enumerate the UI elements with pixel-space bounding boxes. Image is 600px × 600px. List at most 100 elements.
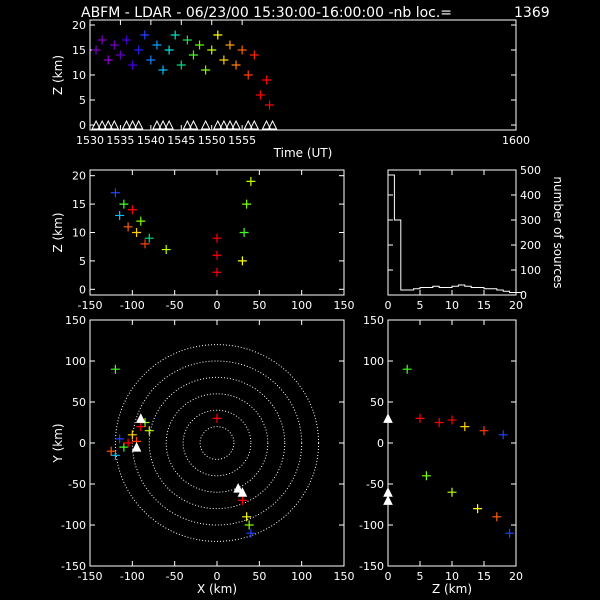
data-point	[115, 210, 125, 220]
data-point	[140, 30, 150, 40]
data-point	[265, 100, 275, 110]
data-point	[231, 60, 241, 70]
station-marker	[121, 119, 132, 130]
x-tick-label: 50	[252, 299, 266, 312]
station-marker	[131, 441, 142, 452]
data-point	[505, 528, 515, 538]
data-point	[134, 45, 144, 55]
y-tick-label: 200	[520, 239, 541, 252]
data-point	[127, 205, 137, 215]
x-tick-label: 150	[334, 299, 355, 312]
y-tick-label: 0	[377, 437, 384, 450]
station-marker	[237, 487, 248, 497]
x-tick-label: -100	[120, 299, 145, 312]
y-tick-label: 150	[363, 314, 384, 327]
station-marker	[97, 119, 107, 130]
y-tick-label: 500	[520, 164, 541, 177]
data-point	[140, 239, 150, 249]
x-tick-label: 15	[477, 299, 491, 312]
data-point	[213, 30, 223, 40]
data-point	[261, 75, 271, 85]
x-axis-label: Z (km)	[432, 582, 472, 596]
station-marker	[383, 413, 393, 423]
station-marker	[383, 495, 393, 505]
data-point	[201, 65, 211, 75]
y-tick-label: 150	[65, 314, 86, 327]
station-marker	[135, 413, 146, 423]
x-tick-label: 1550	[198, 134, 226, 147]
y-tick-label: 0	[520, 289, 527, 302]
x-tick-label: 1530	[76, 134, 104, 147]
station-marker	[127, 119, 138, 130]
station-marker	[212, 119, 223, 130]
y-tick-label: 20	[72, 170, 86, 183]
data-point	[146, 55, 156, 65]
data-point	[176, 60, 186, 70]
station-marker	[91, 119, 101, 130]
data-point	[212, 267, 222, 277]
y-tick-label: -50	[68, 478, 86, 491]
data-point	[207, 45, 217, 55]
y-tick-label: 50	[72, 396, 86, 409]
station-marker	[103, 119, 114, 130]
data-point	[188, 50, 198, 60]
y-tick-label: -50	[366, 478, 384, 491]
y-tick-label: 5	[79, 255, 86, 268]
y-tick-label: 10	[72, 227, 86, 240]
data-point	[421, 471, 431, 481]
data-point	[97, 35, 107, 45]
data-point	[170, 30, 180, 40]
station-marker	[109, 119, 120, 130]
x-axis-label: X (km)	[197, 582, 237, 596]
station-marker	[200, 119, 211, 130]
range-ring	[182, 409, 252, 477]
data-point	[460, 422, 470, 432]
panel-altitude-y: 0 5 10 15 20 -150 -100 -50 0 50 100 150 Z (km)	[359, 314, 523, 596]
plot-frame	[387, 169, 517, 296]
y-tick-label: 100	[65, 355, 86, 368]
data-point	[447, 487, 457, 497]
chart-title: ABFM - LDAR - 06/23/00 15:30:00-16:00:00…	[81, 5, 452, 21]
y-axis-label: Y (km)	[51, 423, 65, 463]
x-tick-label: -100	[120, 570, 145, 583]
x-tick-label: 10	[445, 570, 459, 583]
y-tick-label: 400	[520, 189, 541, 202]
data-point	[144, 233, 154, 243]
x-tick-label: 1535	[106, 134, 134, 147]
y-tick-label: 15	[72, 44, 86, 57]
y-tick-label: 0	[79, 437, 86, 450]
data-point	[115, 434, 125, 444]
y-axis-label: Z (km)	[51, 55, 65, 95]
station-marker	[164, 119, 174, 130]
data-point	[479, 426, 489, 436]
y-tick-label: 10	[72, 69, 86, 82]
data-point	[123, 438, 133, 448]
station-marker	[133, 119, 144, 130]
data-point	[473, 504, 483, 514]
data-point	[110, 188, 120, 198]
data-point	[219, 55, 229, 65]
station-marker	[267, 119, 278, 130]
data-point	[182, 35, 192, 45]
data-point	[244, 520, 254, 530]
x-tick-label: 20	[509, 299, 523, 312]
data-point	[91, 45, 101, 55]
data-point	[434, 418, 444, 427]
data-point	[246, 176, 256, 186]
data-point	[136, 422, 146, 432]
x-tick-label: 1600	[502, 134, 530, 147]
x-tick-label: 1555	[228, 134, 256, 147]
data-point	[195, 40, 205, 50]
data-point	[136, 216, 146, 226]
y-tick-label: -100	[359, 519, 384, 532]
data-point	[212, 250, 222, 260]
data-point	[115, 50, 125, 60]
data-point	[237, 256, 247, 266]
station-marker	[231, 119, 241, 130]
data-point	[237, 45, 247, 55]
data-point	[123, 222, 133, 232]
x-tick-label: 0	[385, 299, 392, 312]
data-point	[243, 70, 253, 80]
